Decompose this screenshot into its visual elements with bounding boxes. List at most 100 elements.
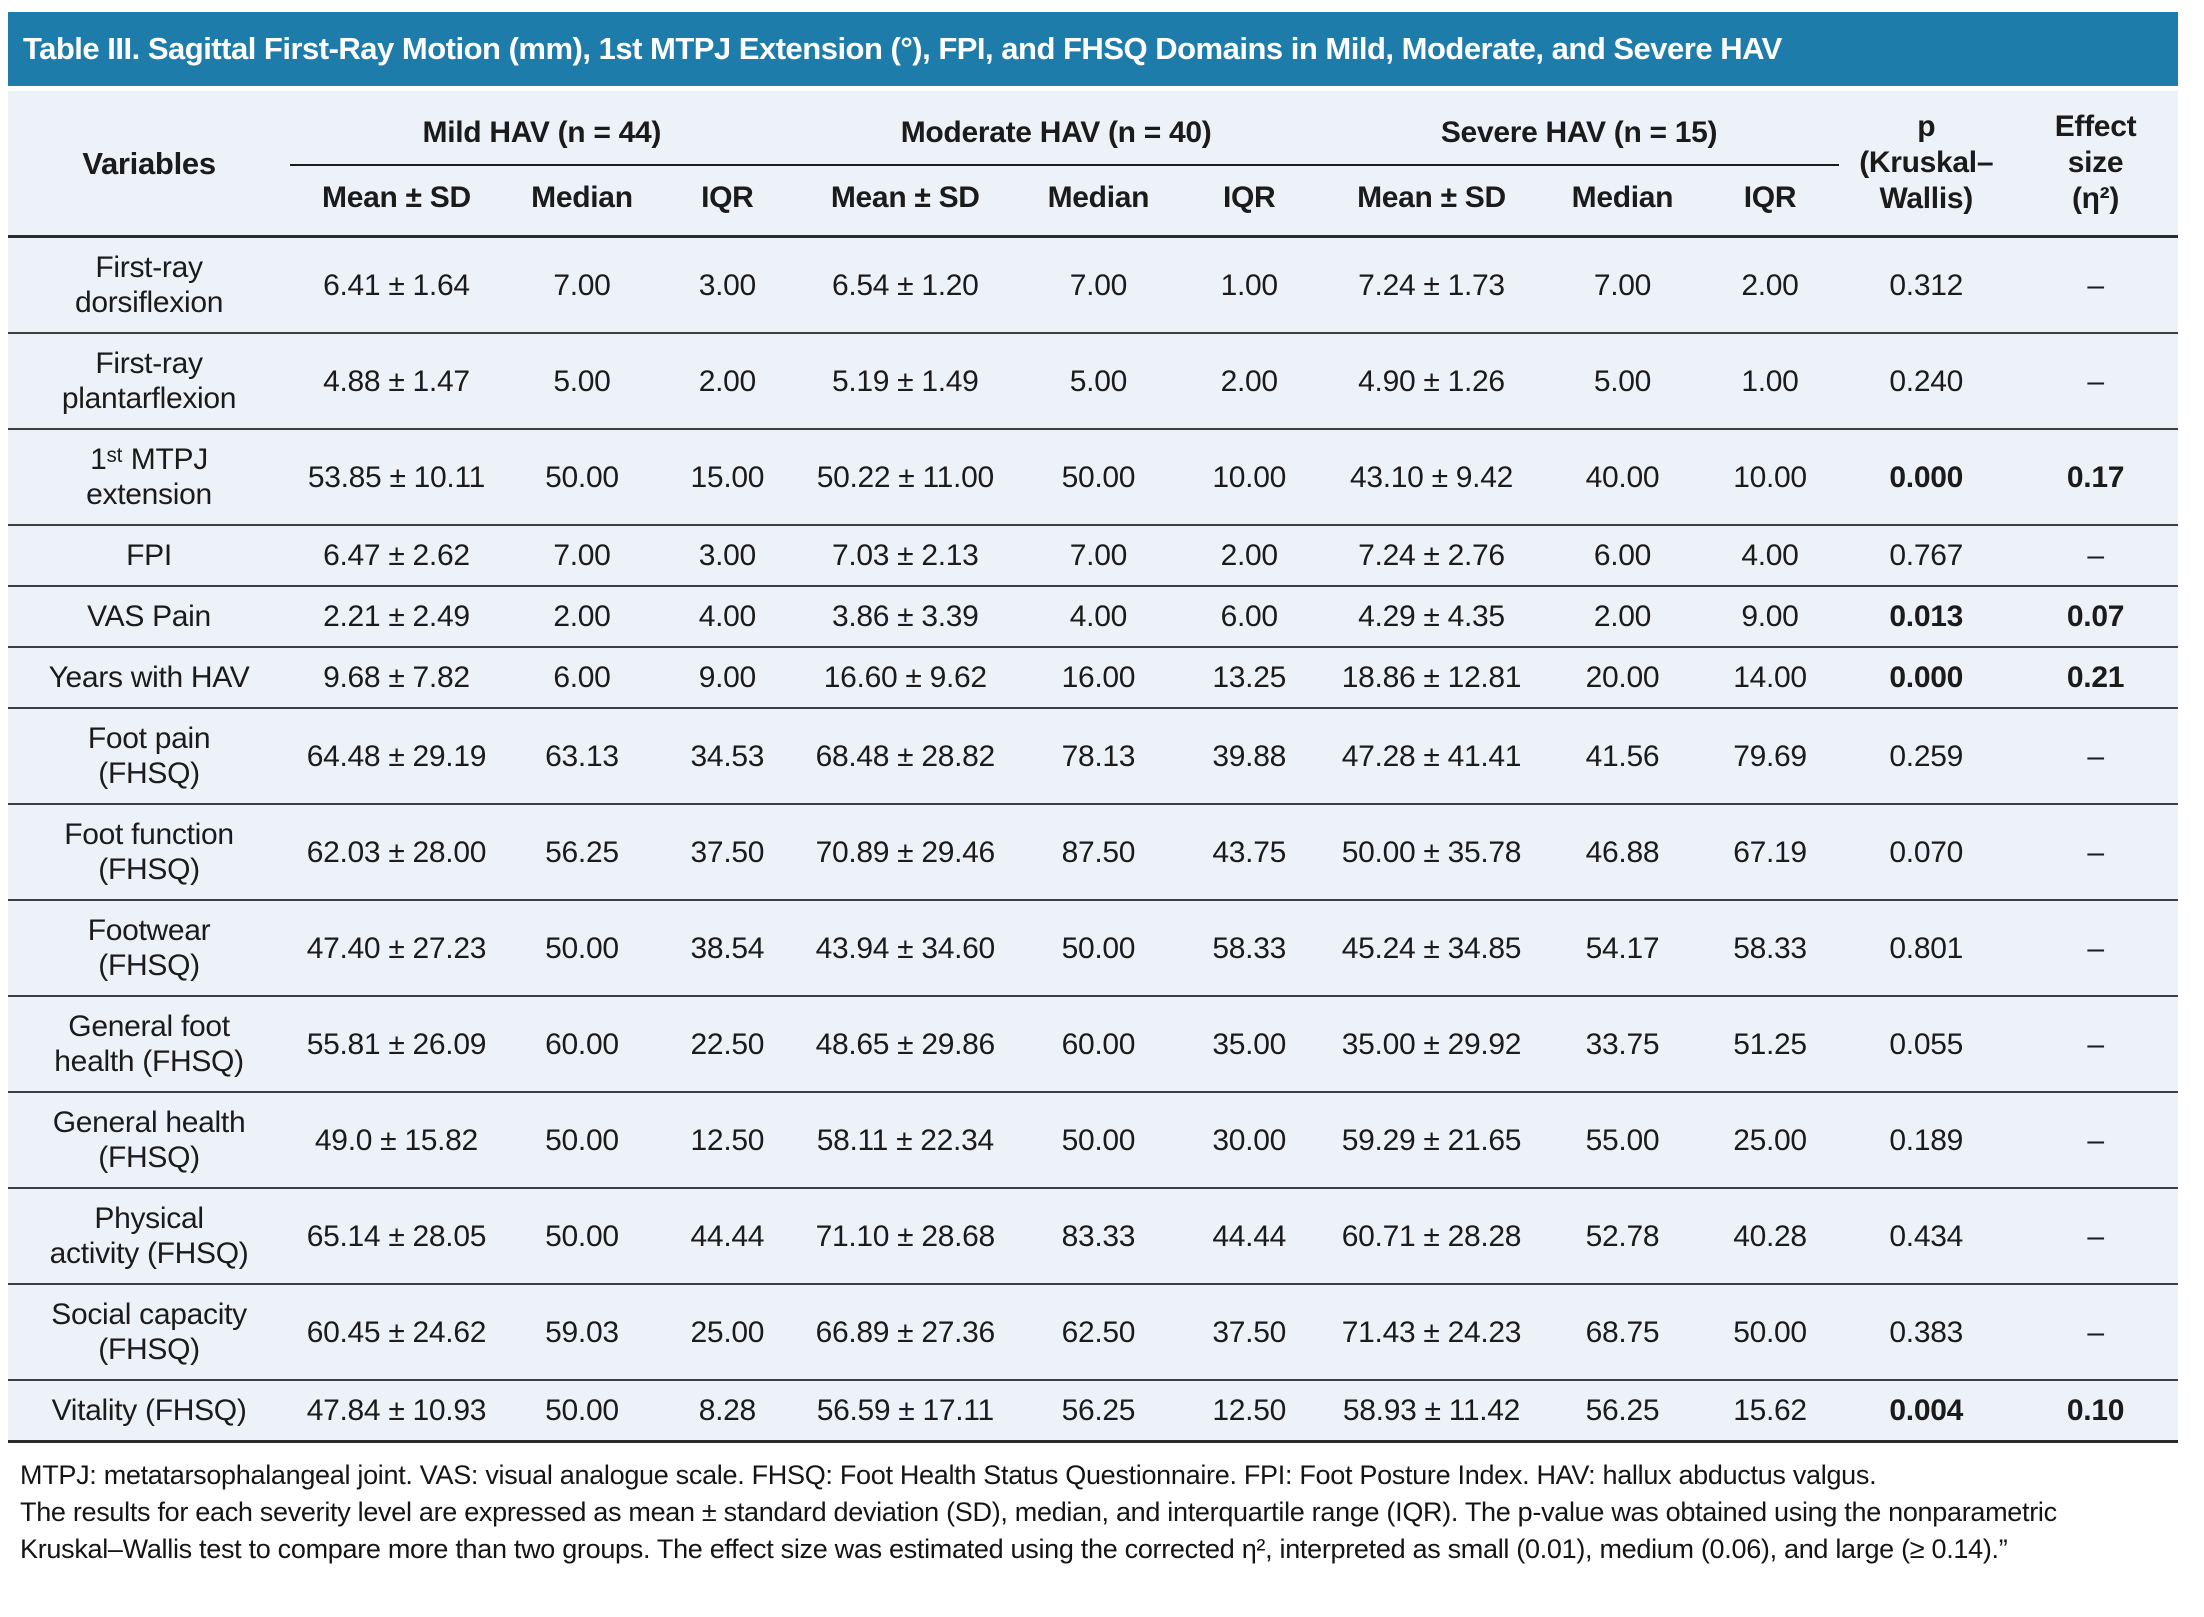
value-cell: 50.00	[1017, 899, 1180, 996]
value-cell: 5.19 ± 1.49	[793, 332, 1018, 429]
row-label: First-ray dorsiflexion	[74, 251, 224, 319]
value-cell: 50.00	[502, 1091, 662, 1188]
value-cell: 50.00	[502, 1379, 662, 1443]
value-cell: 44.44	[1179, 1187, 1319, 1284]
row-label: Vitality (FHSQ)	[8, 1379, 291, 1443]
value-cell: 7.03 ± 2.13	[793, 524, 1018, 586]
value-cell: 9.68 ± 7.82	[290, 646, 503, 708]
value-cell: 65.14 ± 28.05	[290, 1187, 503, 1284]
value-cell: 33.75	[1544, 995, 1701, 1092]
value-cell: 43.75	[1179, 803, 1319, 900]
p-value-cell: 0.434	[1839, 1187, 2014, 1284]
group-header-severe: Severe HAV (n = 15)	[1318, 91, 1840, 166]
value-cell: 47.84 ± 10.93	[290, 1379, 503, 1443]
value-cell: 59.29 ± 21.65	[1318, 1091, 1545, 1188]
value-cell: 6.41 ± 1.64	[323, 268, 470, 302]
page: Table III. Sagittal First-Ray Motion (mm…	[8, 12, 2178, 1568]
p-value-cell: 0.383	[1839, 1283, 2014, 1380]
effect-size-cell: –	[2013, 1283, 2178, 1380]
value-cell: 12.50	[661, 1091, 794, 1188]
p-value-cell: 0.004	[1839, 1379, 2014, 1443]
value-cell: 63.13	[502, 707, 662, 804]
subheader-median: Median	[502, 165, 662, 238]
value-cell: 47.40 ± 27.23	[290, 899, 503, 996]
value-cell: 44.44	[661, 1187, 794, 1284]
value-cell: 37.50	[661, 803, 794, 900]
p-value-cell: 0.000	[1839, 646, 2014, 708]
value-cell: 56.25	[1544, 1379, 1701, 1443]
value-cell: 6.00	[1544, 524, 1701, 586]
group-header-moderate: Moderate HAV (n = 40)	[793, 91, 1319, 166]
p-value-cell: 0.189	[1839, 1091, 2014, 1188]
effect-size-cell: –	[2013, 995, 2178, 1092]
value-cell: 1.00	[1220, 268, 1279, 302]
table-iii: Variables Mild HAV (n = 44) Moderate HAV…	[8, 91, 2178, 1443]
value-cell: 4.00	[1017, 585, 1180, 647]
table-row: First-ray dorsiflexion 6.41 ± 1.64 7.00 3.0…	[8, 237, 2178, 334]
value-cell: 6.47 ± 2.62	[290, 524, 503, 586]
value-cell: 6.54 ± 1.20	[831, 268, 979, 302]
value-cell: 60.00	[502, 995, 662, 1092]
value-cell: 50.00	[1017, 1091, 1180, 1188]
value-cell: 4.00	[1700, 524, 1840, 586]
value-cell: 1.00	[1700, 332, 1840, 429]
effect-size-cell: –	[2013, 332, 2178, 429]
p-value-cell: 0.259	[1839, 707, 2014, 804]
effect-size-cell: 0.10	[2013, 1379, 2178, 1443]
value-cell: 59.03	[502, 1283, 662, 1380]
value-cell: 2.00	[661, 332, 794, 429]
value-cell: 58.11 ± 22.34	[793, 1091, 1018, 1188]
value-cell: 60.00	[1017, 995, 1180, 1092]
p-value-cell: 0.312	[1889, 268, 1963, 302]
value-cell: 66.89 ± 27.36	[793, 1283, 1018, 1380]
value-cell: 60.71 ± 28.28	[1318, 1187, 1545, 1284]
value-cell: 87.50	[1017, 803, 1180, 900]
row-label: Foot function (FHSQ)	[8, 803, 291, 900]
value-cell: 46.88	[1544, 803, 1701, 900]
table-row: Social capacity (FHSQ) 60.45 ± 24.62 59.03…	[8, 1283, 2178, 1380]
effect-size-cell: –	[2013, 803, 2178, 900]
value-cell: 4.88 ± 1.47	[290, 332, 503, 429]
effect-size-cell: –	[2013, 524, 2178, 586]
value-cell: 20.00	[1544, 646, 1701, 708]
value-cell: 30.00	[1179, 1091, 1319, 1188]
p-value-cell: 0.000	[1839, 428, 2014, 525]
value-cell: 3.00	[661, 524, 794, 586]
value-cell: 14.00	[1700, 646, 1840, 708]
value-cell: 5.00	[1017, 332, 1180, 429]
value-cell: 50.00	[1700, 1283, 1840, 1380]
subheader-iqr: IQR	[1700, 165, 1840, 238]
value-cell: 37.50	[1179, 1283, 1319, 1380]
table-body: First-ray dorsiflexion 6.41 ± 1.64 7.00 3.0…	[8, 237, 2178, 1443]
subheader-median: Median	[1544, 165, 1701, 238]
table-row: Years with HAV 9.68 ± 7.82 6.00 9.00 16.60 ±…	[8, 646, 2178, 708]
p-value-cell: 0.013	[1839, 585, 2014, 647]
value-cell: 10.00	[1179, 428, 1319, 525]
value-cell: 58.33	[1179, 899, 1319, 996]
effect-size-cell: 0.17	[2013, 428, 2178, 525]
value-cell: 4.29 ± 4.35	[1318, 585, 1545, 647]
subheader-mean-sd: Mean ± SD	[1318, 165, 1545, 238]
footnotes: MTPJ: metatarsophalangeal joint. VAS: vi…	[8, 1443, 2178, 1568]
table-row: Vitality (FHSQ) 47.84 ± 10.93 50.00 8.28 56.…	[8, 1379, 2178, 1443]
value-cell: 60.45 ± 24.62	[290, 1283, 503, 1380]
subheader-iqr: IQR	[1179, 165, 1319, 238]
table-row: Physical activity (FHSQ) 65.14 ± 28.05 50.…	[8, 1187, 2178, 1284]
value-cell: 41.56	[1544, 707, 1701, 804]
value-cell: 18.86 ± 12.81	[1318, 646, 1545, 708]
value-cell: 50.00	[502, 899, 662, 996]
value-cell: 56.25	[502, 803, 662, 900]
value-cell: 2.00	[502, 585, 662, 647]
table-header: Variables Mild HAV (n = 44) Moderate HAV…	[8, 91, 2178, 238]
value-cell: 68.75	[1544, 1283, 1701, 1380]
value-cell: 64.48 ± 29.19	[290, 707, 503, 804]
value-cell: 67.19	[1700, 803, 1840, 900]
value-cell: 9.00	[1700, 585, 1840, 647]
value-cell: 50.00	[1017, 428, 1180, 525]
row-label: Social capacity (FHSQ)	[8, 1283, 291, 1380]
row-label: VAS Pain	[8, 585, 291, 647]
value-cell: 50.00 ± 35.78	[1318, 803, 1545, 900]
table-title: Table III. Sagittal First-Ray Motion (mm…	[8, 12, 2178, 86]
value-cell: 55.00	[1544, 1091, 1701, 1188]
value-cell: 2.00	[1179, 332, 1319, 429]
